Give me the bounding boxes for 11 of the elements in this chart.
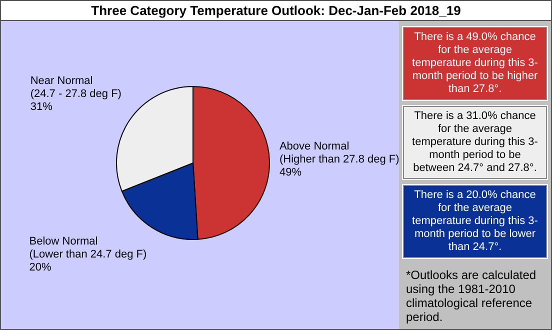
chart-title: Three Category Temperature Outlook: Dec-Jan-Feb 2018_19 bbox=[1, 1, 551, 21]
text: There is a 31.0% chance for the average temperature during this 3-month period to be between 24.7° and 27.8°. bbox=[403, 106, 547, 179]
slice-label: Near Normal (24.7 - 27.8 deg F) bbox=[30, 74, 122, 100]
data-label: 20% bbox=[29, 262, 52, 274]
text: There is a 20.0% chance for the average temperature during this 3-month period to be lower than 24.7°. bbox=[403, 185, 547, 258]
data-label: 31% bbox=[30, 100, 53, 113]
data-label: 49% bbox=[279, 166, 302, 178]
text: There is a 49.0% chance for the average temperature during this 3-month period to be higher than 27.8°. bbox=[403, 27, 547, 100]
text: *Outlooks are calculated using the 1981-2010 climatological reference period. bbox=[405, 268, 538, 324]
slice-label: Below Normal (Lower than 24.7 deg F) bbox=[29, 236, 147, 261]
slice-label: Above Normal (Higher than 27.8 deg F) bbox=[279, 140, 400, 166]
